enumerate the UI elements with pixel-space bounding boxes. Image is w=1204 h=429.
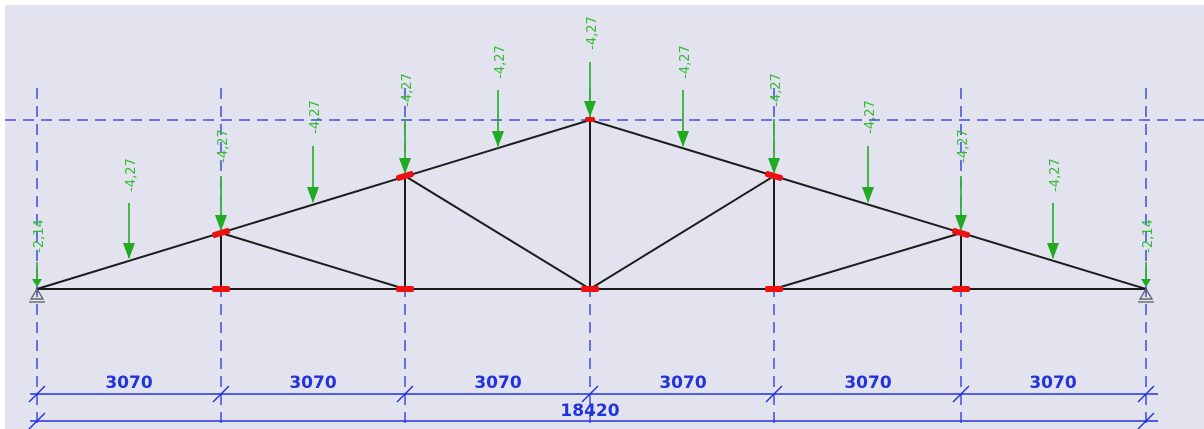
top-chord-right <box>589 119 1147 290</box>
pin-support-icon <box>1138 287 1154 303</box>
panel-dimension-5: 3070 <box>844 373 891 393</box>
diagonal-member-2 <box>404 175 591 290</box>
load-arrows: -2,14 -2,14 -4,27 -4,27 -4,27 -4,27 <box>32 16 1156 287</box>
load-value-span-4: -4,27 <box>678 45 693 79</box>
panel-dimension-3: 3070 <box>474 373 521 393</box>
dimension-tick <box>28 412 46 429</box>
load-value-span-3: -4,27 <box>493 45 508 79</box>
pin-support-icon <box>29 287 45 303</box>
joint-top-2 <box>396 170 414 182</box>
load-value-left-end: -2,14 <box>32 219 47 253</box>
dimension-tick <box>765 385 783 403</box>
load-span-2: -4,27 <box>307 100 323 203</box>
diagonal-member-4 <box>773 232 962 290</box>
load-panel-point-1: -4,27 <box>215 129 231 231</box>
frame-left <box>0 0 5 429</box>
dimension-tick <box>396 385 414 403</box>
load-panel-point-2: -4,27 <box>399 73 415 174</box>
load-panel-point-5: -4,27 <box>955 129 971 231</box>
dimension-tick <box>28 385 46 403</box>
joint-bottom-5 <box>952 286 970 292</box>
load-span-6: -4,27 <box>1047 158 1063 259</box>
load-right-end: -2,14 <box>1141 219 1156 287</box>
load-value-panel-2: -4,27 <box>400 73 415 107</box>
joint-bottom-1 <box>212 286 230 292</box>
joint-ridge <box>585 117 595 122</box>
truss-joints <box>212 117 970 292</box>
dimension-labels: 3070 3070 3070 3070 3070 3070 18420 <box>105 373 1076 421</box>
panel-dimension-1: 3070 <box>105 373 152 393</box>
load-value-panel-4: -4,27 <box>769 73 784 107</box>
load-value-span-1: -4,27 <box>124 158 139 192</box>
dimension-tick <box>212 385 230 403</box>
joint-bottom-2 <box>396 286 414 292</box>
load-span-1: -4,27 <box>123 158 139 259</box>
joint-bottom-4 <box>765 286 783 292</box>
dimension-tick <box>1137 385 1155 403</box>
dimension-tick <box>581 385 599 403</box>
total-dimension: 18420 <box>560 401 619 421</box>
top-chord-left <box>36 119 591 290</box>
diagonal-member-3 <box>589 175 775 290</box>
dimension-tick <box>1137 412 1155 429</box>
panel-dimension-4: 3070 <box>659 373 706 393</box>
frame-top <box>0 0 1204 5</box>
load-span-3: -4,27 <box>492 45 508 147</box>
diagonal-member-1 <box>220 232 406 290</box>
load-span-4: -4,27 <box>677 45 693 147</box>
joint-top-4 <box>765 170 783 182</box>
joint-top-1 <box>212 227 230 239</box>
load-value-right-end: -2,14 <box>1141 219 1156 253</box>
panel-dimension-6: 3070 <box>1029 373 1076 393</box>
load-value-ridge: -4,27 <box>585 16 600 50</box>
joint-top-5 <box>952 227 970 239</box>
load-left-end: -2,14 <box>32 219 47 287</box>
load-value-panel-1: -4,27 <box>216 129 231 163</box>
load-value-span-6: -4,27 <box>1048 158 1063 192</box>
dimension-lines <box>28 385 1158 429</box>
supports <box>29 287 1154 303</box>
load-panel-point-4: -4,27 <box>768 73 784 174</box>
dimension-tick <box>952 385 970 403</box>
joint-bottom-3 <box>581 286 599 292</box>
load-value-panel-5: -4,27 <box>956 129 971 163</box>
load-ridge: -4,27 <box>584 16 600 117</box>
load-span-5: -4,27 <box>862 100 878 203</box>
panel-dimension-2: 3070 <box>289 373 336 393</box>
load-value-span-5: -4,27 <box>863 100 878 134</box>
load-value-span-2: -4,27 <box>308 100 323 134</box>
